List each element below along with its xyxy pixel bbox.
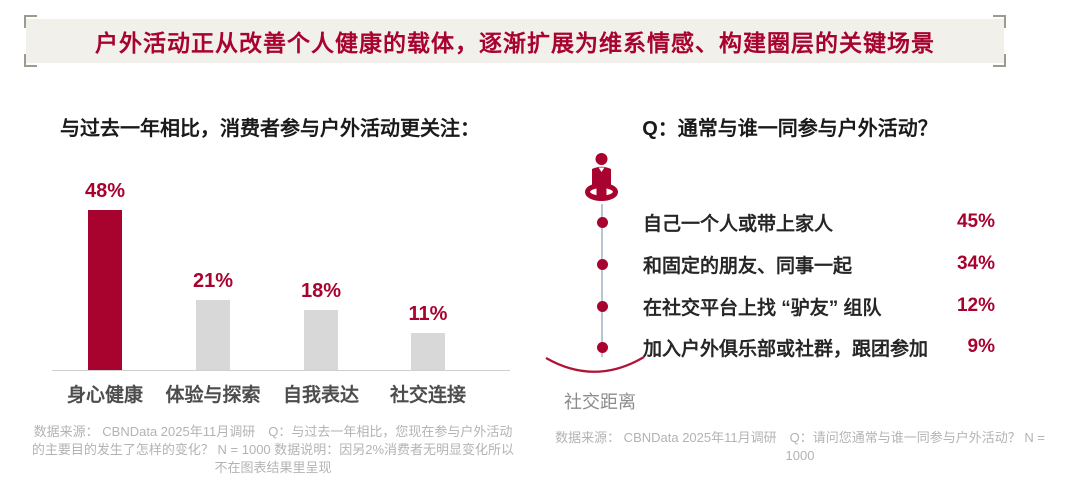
bar-fill: [88, 210, 122, 370]
bar-chart-title: 与过去一年相比，消费者参与户外活动更关注：: [60, 118, 480, 140]
list-item-label: 自己一个人或带上家人: [643, 213, 834, 235]
bar-category-label: 身心健康: [66, 385, 143, 406]
social-distance-label: 社交距离: [564, 392, 636, 412]
list-item: 在社交平台上找 “驴友” 组队 12%: [585, 292, 995, 320]
bar-shenxinjiankang: 48%: [85, 180, 125, 370]
list-item-label: 在社交平台上找 “驴友” 组队: [643, 297, 882, 319]
bar-category-label: 社交连接: [389, 385, 466, 406]
bullet-dot-icon: [597, 216, 608, 228]
list-item-value: 34%: [956, 253, 995, 274]
list-item-label: 加入户外俱乐部或社群，跟团参加: [643, 338, 929, 360]
bar-chart: 48% 21% 18% 11%: [35, 168, 515, 371]
bar-tiyanyutansuo: 21%: [193, 270, 233, 370]
bar-value-label: 48%: [84, 180, 126, 202]
source-note-right: 数据来源： CBNData 2025年11月调研 Q：请问您通常与谁一同参与户外…: [555, 430, 1045, 464]
bullet-dot-icon: [597, 258, 608, 270]
list-item: 自己一个人或带上家人 45%: [585, 208, 995, 236]
bar-shejiaolianjie: 11%: [409, 303, 447, 370]
banner-corner-bottom-right-icon: [993, 54, 1006, 67]
bullet-dot-icon: [597, 300, 608, 312]
bar-category-label: 体验与探索: [165, 385, 261, 406]
banner-corner-top-right-icon: [993, 15, 1006, 28]
social-distance-arc-icon: [545, 356, 645, 373]
bar-value-label: 21%: [192, 270, 234, 292]
list-item-value: 9%: [967, 336, 995, 357]
question-title: Q：通常与谁一同参与户外活动？: [642, 118, 938, 140]
banner-corner-bottom-left-icon: [24, 54, 37, 67]
headline-banner: 户外活动正从改善个人健康的载体，逐渐扩展为维系情感、构建圈层的关键场景: [24, 15, 1006, 67]
list-item: 和固定的朋友、同事一起 34%: [585, 250, 995, 278]
bar-value-label: 18%: [300, 280, 342, 302]
source-note-left: 数据来源： CBNData 2025年11月调研 Q：与过去一年相比，您现在参与…: [31, 424, 515, 476]
bar-category-label: 自我表达: [282, 385, 359, 406]
bar-fill: [411, 333, 445, 370]
person-icon: [585, 153, 618, 201]
headline-title: 户外活动正从改善个人健康的载体，逐渐扩展为维系情感、构建圈层的关键场景: [95, 30, 935, 56]
list-item: 加入户外俱乐部或社群，跟团参加 9%: [585, 333, 995, 361]
bar-value-label: 11%: [408, 303, 448, 326]
list-item-label: 和固定的朋友、同事一起: [643, 255, 853, 277]
bar-fill: [304, 310, 338, 370]
bullet-dot-icon: [597, 341, 608, 353]
x-axis-line: [52, 370, 510, 371]
bar-fill: [196, 300, 230, 370]
bar-ziwobiaoda: 18%: [301, 280, 341, 370]
list-item-value: 45%: [956, 211, 995, 232]
timeline-line: [601, 204, 603, 357]
list-item-value: 12%: [956, 295, 995, 316]
banner-corner-top-left-icon: [24, 15, 37, 28]
